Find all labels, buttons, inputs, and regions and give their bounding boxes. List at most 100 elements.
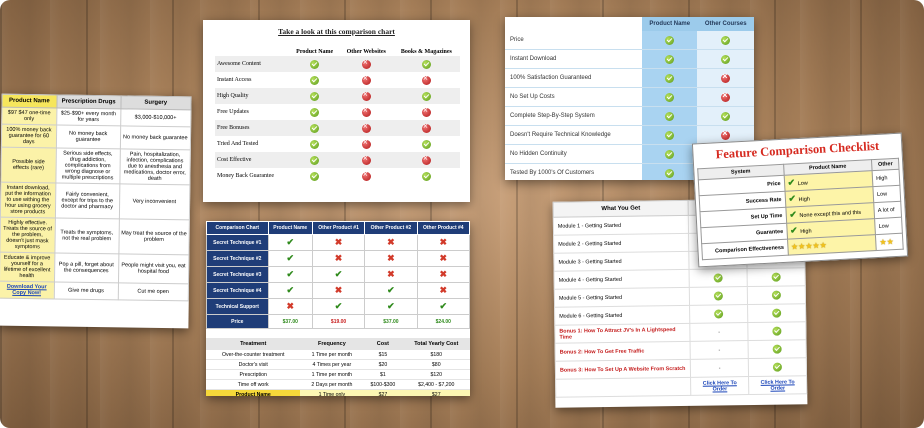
checkmark-icon: ✔ (439, 301, 448, 311)
table-cell: Treats the symptoms, not the real proble… (54, 217, 119, 254)
cross-icon (361, 57, 371, 69)
table-cell: Very inconvenient (118, 183, 190, 220)
table-row: Prescription 1 Time per month $1 $120 (206, 369, 470, 380)
checkmark-icon: ✔ (286, 237, 295, 247)
table-row: Download Your Copy Now! Give me drugs Cut … (0, 281, 189, 301)
column-header: Comparison Chart (206, 221, 269, 235)
table-cell: $3,000-$10,000+ (120, 108, 191, 127)
check-icon (310, 59, 320, 69)
cross-icon (721, 90, 731, 102)
table-row: Over-the-counter treatment 1 Time per mon… (206, 350, 470, 360)
header-row: Comparison Chart Product Name Other Produc… (206, 221, 470, 235)
row-label: Free Updates (217, 109, 249, 115)
table-cell (642, 87, 698, 107)
table-cell (747, 303, 806, 323)
table-cell: Pain, hospitalization, infection, compli… (119, 148, 191, 185)
table-cell: 4 Times per year (300, 359, 364, 370)
table-cell: $27 (363, 389, 403, 396)
cross-icon (361, 137, 371, 149)
row-label: Instant Download (505, 49, 643, 69)
row-label: Bonus 3: How To Set Up A Website From Sc… (555, 359, 691, 380)
table-cell: ✔ (267, 250, 313, 267)
treatment-cost-table: Treatment Frequency Cost Total Yearly Cost O… (206, 338, 470, 396)
check-icon (310, 75, 320, 85)
x-mark-icon: ✖ (439, 237, 448, 247)
check-icon (772, 326, 782, 336)
table-cell (289, 152, 340, 168)
panel-title: Take a look at this comparison chart (278, 27, 395, 36)
row-label: Module 6 - Getting Started (554, 305, 691, 326)
star-icon: ★ (886, 237, 895, 247)
check-icon (665, 168, 675, 178)
row-label: Price (505, 31, 643, 50)
check-icon (713, 273, 723, 283)
table-cell: ✔ (364, 298, 418, 315)
table-cell: 1 Time per month (300, 369, 364, 380)
checkmark-icon: ✔ (789, 225, 801, 236)
table-cell (290, 168, 340, 184)
table-cell: Pop a pill, forget about the consequence… (54, 252, 119, 283)
row-label: Price (206, 314, 269, 329)
price-row: Price $37.00 $19.00 $37.00 $24.00 (206, 314, 470, 329)
table-cell: ✔ (267, 234, 313, 251)
price-cell: $24.00 (416, 314, 470, 329)
cross-icon (421, 153, 431, 165)
order-link[interactable]: Click Here To Order (760, 378, 795, 392)
table-cell: No money back guarantee (119, 125, 191, 150)
table-row: 100% money back guarantee for 60 days No … (1, 124, 191, 150)
table-cell (697, 106, 754, 126)
order-link[interactable]: Click Here To Order (702, 379, 737, 393)
table-cell: $180 (402, 350, 470, 360)
column-header: Surgery (120, 95, 192, 110)
table-cell: - (690, 340, 749, 360)
row-label: High Quality (215, 88, 290, 104)
column-header: Total Yearly Cost (402, 338, 470, 350)
row-label: 100% Satisfaction Guaranteed (505, 68, 643, 88)
table-cell: Click Here To Order (748, 375, 807, 395)
table-cell (642, 68, 698, 88)
table-row: Secret Technique #2 ✔ ✖ ✖ ✖ (206, 250, 470, 267)
column-header: Treatment (206, 338, 301, 350)
download-link[interactable]: Download Your Copy Now! (6, 283, 47, 297)
cross-icon (361, 73, 371, 85)
x-mark-icon: ✖ (334, 253, 343, 263)
table-cell (748, 339, 807, 359)
table-cell: ★★★★★ (787, 234, 877, 256)
check-icon (771, 272, 781, 282)
table-row: Instant download, put the information to… (0, 182, 190, 220)
check-icon (665, 54, 675, 64)
row-label: Secret Technique #3 (206, 266, 269, 283)
technique-table: Comparison Chart Product Name Other Produc… (206, 221, 470, 329)
table-cell (392, 88, 460, 104)
check-icon (310, 123, 320, 133)
table-cell (289, 56, 340, 72)
cell-text: Low (797, 180, 809, 188)
table-cell (642, 125, 698, 145)
table-cell (340, 168, 393, 184)
column-header: Frequency (300, 338, 364, 350)
check-icon (721, 54, 731, 64)
check-icon (721, 111, 731, 121)
table-row: Money Back Guarantee (215, 168, 460, 184)
table-cell (392, 56, 460, 72)
table-cell: $25-$90+ every month for years (56, 107, 121, 126)
check-icon (310, 155, 320, 165)
check-icon (310, 107, 320, 117)
column-header (215, 48, 290, 56)
cell-text: None except this and this (799, 209, 862, 220)
row-label: Complete Step-By-Step System (505, 106, 643, 126)
row-label: Module 1 - Getting Started (553, 215, 689, 236)
column-header: Prescription Drugs (56, 94, 121, 109)
table-cell: $1 (363, 369, 403, 380)
check-icon (421, 139, 431, 149)
row-label: No Set Up Costs (505, 87, 643, 107)
price-cell: $37.00 (267, 314, 313, 329)
table-cell: - (690, 358, 749, 378)
check-icon (665, 111, 675, 121)
x-mark-icon: ✖ (334, 237, 343, 247)
cell-text: High (798, 196, 811, 204)
check-icon (665, 73, 675, 83)
table-row: Awesome Content (215, 56, 460, 72)
table-cell (339, 152, 393, 168)
